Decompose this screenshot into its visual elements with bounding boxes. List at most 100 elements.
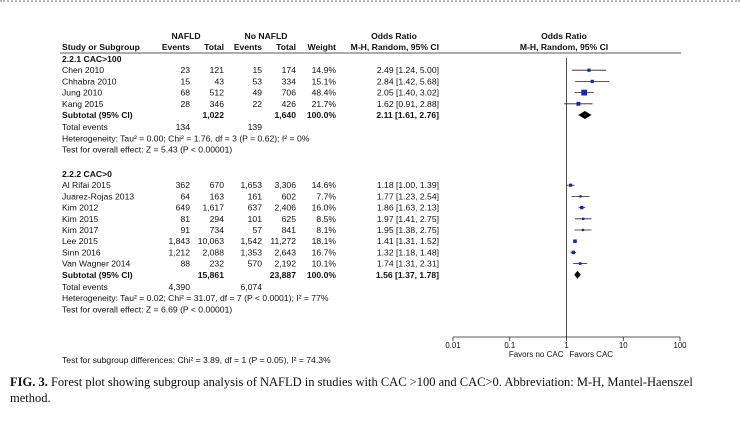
header-study: Study or Subgroup: [62, 42, 140, 52]
point-marker: [579, 195, 582, 198]
point-marker: [581, 228, 585, 232]
total-events-nafld: 4,390: [168, 282, 190, 292]
overall-effect-text: Test for overall effect: Z = 5.43 (P < 0…: [62, 145, 232, 155]
study-weight: 10.1%: [312, 259, 337, 269]
total-no-nafld: 2,643: [274, 247, 296, 257]
pooled-diamond: [578, 111, 592, 119]
study-weight: 8.1%: [316, 225, 336, 235]
figure-caption: FIG. 3. Forest plot showing subgroup ana…: [10, 375, 735, 406]
events-nafld: 68: [180, 88, 190, 98]
total-nafld: 2,088: [202, 247, 224, 257]
header-total-2: Total: [276, 42, 296, 52]
total-no-nafld: 3,306: [274, 180, 296, 190]
point-marker: [571, 250, 576, 255]
subtotal-total-nafld: 1,022: [202, 110, 224, 120]
total-no-nafld: 2,192: [274, 259, 296, 269]
header-events-2: Events: [234, 42, 262, 52]
heterogeneity-text: Heterogeneity: Tau² = 0.00; Chi² = 1.76,…: [62, 133, 310, 143]
total-nafld: 346: [210, 99, 225, 109]
events-nafld: 64: [180, 191, 190, 201]
study-ci-text: 1.97 [1.41, 2.75]: [377, 214, 439, 224]
study-ci-text: 1.74 [1.31, 2.31]: [377, 259, 439, 269]
study-weight: 16.7%: [312, 247, 337, 257]
study-ci-text: 1.62 [0.91, 2.88]: [377, 99, 439, 109]
study-weight: 18.1%: [312, 236, 337, 246]
total-no-nafld: 625: [282, 214, 297, 224]
study-name: Kim 2017: [62, 225, 99, 235]
events-no-nafld: 1,353: [240, 247, 262, 257]
study-weight: 7.7%: [316, 191, 336, 201]
study-weight: 14.9%: [312, 65, 337, 75]
favors-right-label: Favors CAC: [570, 350, 614, 359]
pooled-diamond: [574, 270, 581, 279]
total-events-no-nafld: 6,074: [240, 282, 262, 292]
study-ci-text: 2.49 [1.24, 5.00]: [377, 65, 439, 75]
total-nafld: 10,063: [198, 236, 225, 246]
subtotal-total-nafld: 15,861: [198, 270, 225, 280]
study-ci-text: 1.77 [1.23, 2.54]: [377, 191, 439, 201]
x-axis-tick-label: 0.1: [504, 341, 515, 350]
total-nafld: 670: [210, 180, 225, 190]
events-no-nafld: 57: [252, 225, 262, 235]
header-method-right: M-H, Random, 95% CI: [520, 42, 608, 52]
subtotal-label: Subtotal (95% CI): [62, 110, 133, 120]
total-nafld: 1,617: [202, 203, 224, 213]
point-marker: [590, 79, 594, 84]
total-no-nafld: 426: [282, 99, 297, 109]
subgroup-differences-text: Test for subgroup differences: Chi² = 3.…: [62, 355, 331, 365]
study-name: Al Rifai 2015: [62, 180, 111, 190]
total-no-nafld: 602: [282, 191, 297, 201]
x-axis-tick-label: 100: [673, 341, 687, 350]
events-nafld: 1,843: [168, 236, 190, 246]
study-name: Van Wagner 2014: [62, 259, 131, 269]
subgroup-title: 2.2.1 CAC>100: [62, 54, 122, 64]
events-no-nafld: 570: [248, 259, 263, 269]
study-ci-text: 1.41 [1.31, 1.52]: [377, 236, 439, 246]
total-no-nafld: 334: [282, 76, 297, 86]
header-odds-ratio-left: Odds Ratio: [371, 31, 417, 41]
total-events-label: Total events: [62, 282, 108, 292]
study-weight: 21.7%: [312, 99, 337, 109]
header-weight: Weight: [308, 42, 337, 52]
total-nafld: 43: [214, 76, 224, 86]
total-events-nafld: 134: [176, 122, 191, 132]
events-nafld: 91: [180, 225, 190, 235]
x-axis-tick-label: 10: [619, 341, 628, 350]
events-nafld: 81: [180, 214, 190, 224]
study-ci-text: 2.05 [1.40, 3.02]: [377, 88, 439, 98]
events-nafld: 88: [180, 259, 190, 269]
events-no-nafld: 22: [252, 99, 262, 109]
study-weight: 14.6%: [312, 180, 337, 190]
study-weight: 15.1%: [312, 76, 337, 86]
point-marker: [578, 262, 582, 265]
study-weight: 48.4%: [312, 88, 337, 98]
header-odds-ratio-right: Odds Ratio: [541, 31, 587, 41]
study-name: Kim 2012: [62, 203, 99, 213]
point-marker: [568, 183, 573, 187]
study-ci-text: 1.32 [1.18, 1.48]: [377, 247, 439, 257]
subtotal-ci-text: 1.56 [1.37, 1.78]: [376, 270, 439, 280]
study-name: Sinn 2016: [62, 247, 101, 257]
x-axis-tick-label: 1: [564, 341, 568, 350]
subtotal-total-no-nafld: 23,887: [270, 270, 297, 280]
events-no-nafld: 637: [248, 203, 263, 213]
events-nafld: 28: [180, 99, 190, 109]
events-nafld: 23: [180, 65, 190, 75]
total-nafld: 232: [210, 259, 225, 269]
total-nafld: 121: [210, 65, 225, 75]
study-ci-text: 2.84 [1.42, 5.68]: [377, 76, 439, 86]
events-no-nafld: 1,542: [240, 236, 262, 246]
events-no-nafld: 101: [248, 214, 263, 224]
subgroup-title: 2.2.2 CAC>0: [62, 169, 112, 179]
subtotal-total-no-nafld: 1,640: [274, 110, 296, 120]
caption-label: FIG. 3.: [10, 375, 48, 389]
top-dotted-border: [0, 0, 740, 2]
total-nafld: 734: [210, 225, 225, 235]
events-nafld: 362: [176, 180, 191, 190]
study-name: Kang 2015: [62, 99, 104, 109]
total-no-nafld: 11,272: [270, 236, 296, 246]
total-nafld: 512: [210, 88, 225, 98]
x-axis-tick-label: 0.01: [445, 341, 460, 350]
events-no-nafld: 53: [252, 76, 262, 86]
events-nafld: 1,212: [168, 247, 190, 257]
